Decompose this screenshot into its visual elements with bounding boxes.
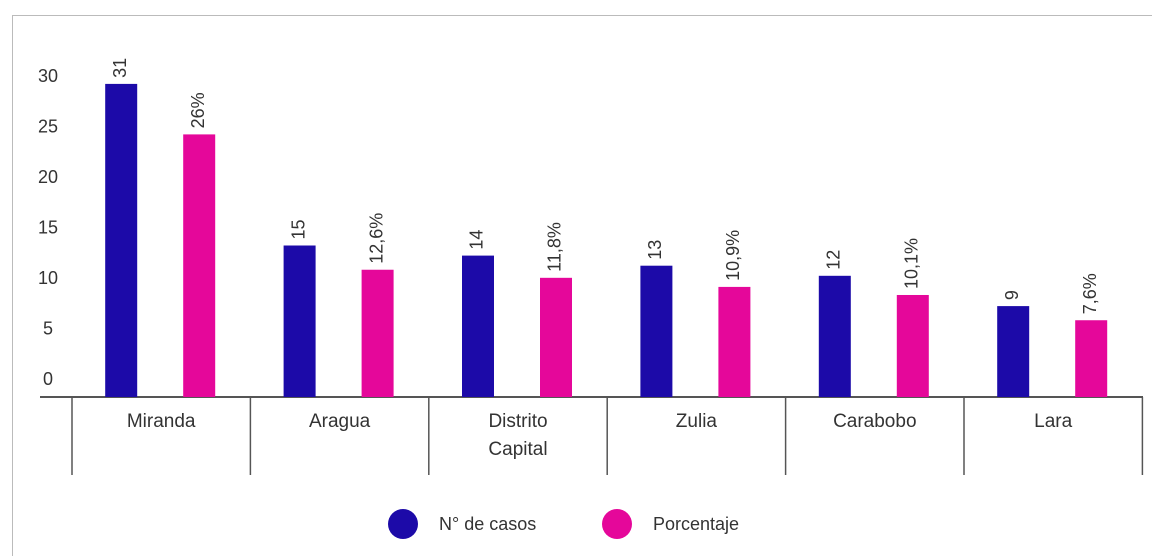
bar xyxy=(640,265,673,397)
x-tick-label: Distrito Capital xyxy=(488,411,548,460)
legend-swatch xyxy=(388,509,418,539)
bar xyxy=(462,255,494,397)
y-tick-label: 5 xyxy=(43,318,53,338)
bar xyxy=(896,294,929,397)
x-tick-label: Miranda xyxy=(126,411,196,432)
value-label: 11,8% xyxy=(545,222,565,272)
y-tick-label: 20 xyxy=(38,167,58,187)
x-tick-label: Carabobo xyxy=(833,411,917,432)
value-label: 12 xyxy=(824,250,844,270)
value-label: 7,6% xyxy=(1080,273,1100,314)
bar xyxy=(361,269,394,397)
bar xyxy=(283,245,316,397)
value-label: 9 xyxy=(1002,290,1022,300)
value-label: 10,1% xyxy=(902,238,922,289)
bar xyxy=(818,275,851,397)
y-tick-label: 0 xyxy=(43,369,53,389)
bar xyxy=(105,83,138,398)
frame xyxy=(12,15,1152,556)
legend-swatch xyxy=(602,509,632,539)
bar xyxy=(183,134,216,397)
y-tick-label: 15 xyxy=(38,217,58,237)
value-label: 15 xyxy=(288,219,308,239)
value-label: 26% xyxy=(188,92,208,128)
value-label: 10,9% xyxy=(723,230,743,281)
x-tick-label: Zulia xyxy=(675,411,717,432)
value-label: 31 xyxy=(110,58,130,78)
value-label: 14 xyxy=(467,230,487,250)
legend-label: Porcentaje xyxy=(653,514,739,534)
bar xyxy=(997,306,1030,397)
bar xyxy=(1075,320,1108,397)
bar xyxy=(718,286,751,397)
x-tick-label: Lara xyxy=(1034,411,1073,432)
bar xyxy=(540,277,572,397)
value-label: 12,6% xyxy=(366,213,386,264)
x-tick-label: Aragua xyxy=(308,411,371,432)
legend-label: N° de casos xyxy=(439,514,536,534)
y-tick-label: 10 xyxy=(38,268,58,288)
value-label: 13 xyxy=(645,240,665,260)
y-tick-label: 25 xyxy=(38,116,58,136)
y-tick-label: 30 xyxy=(38,66,58,86)
